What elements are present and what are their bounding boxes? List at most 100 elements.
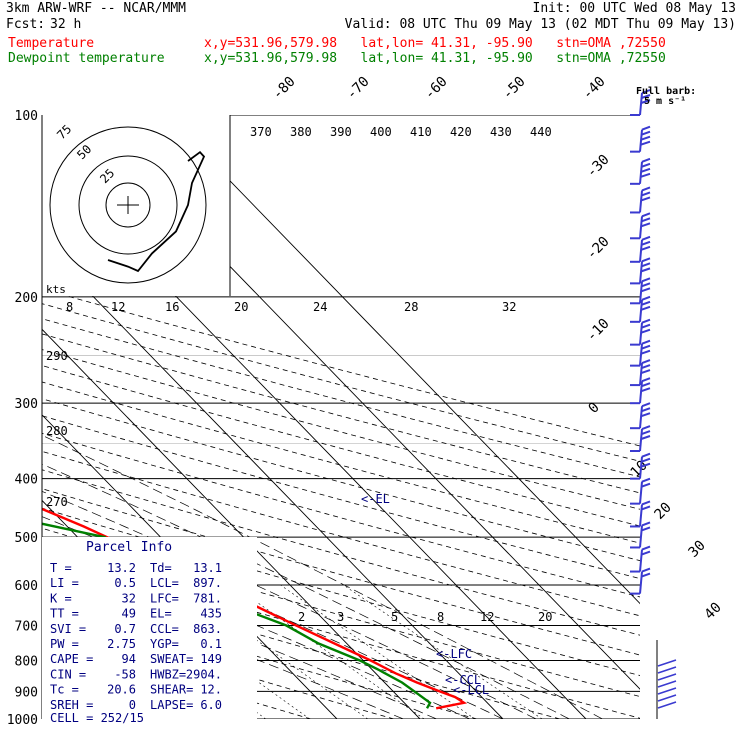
parcel-value: 20.6 — [107, 683, 136, 697]
moist-adiabat-line — [42, 434, 603, 719]
wind-barb-flag — [641, 339, 651, 345]
moist-adiabat-label: 8 — [66, 300, 73, 314]
parcel-value: 13.1 — [193, 561, 222, 575]
wind-barb — [630, 186, 651, 214]
wind-barb-flag — [640, 412, 651, 418]
isotherm-line — [42, 328, 421, 719]
wind-barb-flag — [640, 349, 651, 355]
pressure-tick-label: 700 — [15, 619, 38, 634]
mixing-ratio-label: 20 — [538, 610, 552, 624]
moist-adiabat-label: 32 — [502, 300, 516, 314]
isotherm-line — [0, 115, 5, 719]
wind-barb-low — [657, 701, 677, 709]
temperature-location: x,y=531.96,579.98 lat,lon= 41.31, -95.90… — [204, 36, 666, 51]
parcel-value: -58 — [114, 667, 136, 681]
temperature-legend: Temperature — [8, 36, 95, 51]
temperature-profile — [42, 507, 468, 710]
wind-barb-flag — [641, 94, 651, 99]
parcel-label: LCL= — [150, 576, 179, 590]
parcel-label: LAPSE= — [150, 698, 193, 712]
wind-barb-low — [657, 666, 677, 674]
wind-barb-flag — [641, 550, 651, 556]
wind-barb-flag — [640, 167, 651, 173]
wind-barb-flag — [641, 505, 651, 511]
wind-barb-flag — [641, 526, 651, 532]
wind-barb-flag — [640, 135, 651, 141]
wind-barb-flag — [641, 567, 651, 573]
wind-barb-flag — [641, 217, 651, 223]
wind-barb-flag — [641, 157, 651, 163]
wind-barb-staff — [639, 161, 643, 184]
wind-barb-staff — [639, 456, 643, 479]
hodograph-ring — [105, 182, 151, 228]
lfc-marker: <-LFC — [436, 647, 472, 661]
wind-barb-flag — [640, 196, 651, 202]
wind-barb — [630, 521, 651, 549]
wind-barb-flag — [640, 305, 651, 311]
ccl-marker: <-CCL — [445, 673, 481, 687]
wind-barb-flag — [641, 191, 651, 197]
pressure-tick-label: 500 — [15, 531, 38, 546]
wind-barbs — [630, 89, 677, 719]
wind-barb-staff — [639, 406, 643, 429]
wind-barb-flag — [640, 328, 651, 334]
parcel-label: SVI = — [50, 622, 86, 636]
parcel-value: 435 — [200, 607, 222, 621]
moist-adiabat-line — [42, 463, 570, 719]
pressure-tick-label: 100 — [15, 109, 38, 124]
barb-legend-title: Full barb: — [636, 86, 696, 97]
wind-barb-flag — [641, 282, 651, 288]
wind-barb-flag — [641, 262, 651, 268]
dewpoint-location: x,y=531.96,579.98 lat,lon= 41.31, -95.90… — [204, 51, 666, 66]
wind-barb-flag — [641, 212, 651, 218]
dry-adiabat-label: 280 — [46, 424, 68, 438]
wind-barb-flag — [641, 359, 651, 365]
isotherm-tick-label: -40 — [580, 74, 609, 103]
wind-barb-flag — [641, 240, 651, 246]
wind-barb — [630, 277, 651, 305]
parcel-value: 2.75 — [107, 637, 136, 651]
parcel-label: CIN = — [50, 667, 86, 681]
wind-barb — [630, 377, 651, 405]
wind-barb — [630, 425, 651, 453]
theta-e-label: 420 — [450, 125, 472, 139]
wind-barb-flag — [641, 500, 651, 506]
moist-adiabat-label: 24 — [313, 300, 327, 314]
wind-barb-low — [657, 680, 677, 688]
isotherm-tick-label: -60 — [422, 74, 451, 103]
wind-barb-staff — [639, 281, 643, 304]
barb-legend-value: 5 m s⁻¹ — [644, 96, 686, 107]
wind-barb-flag — [641, 186, 651, 192]
wind-barb-staff — [639, 322, 643, 345]
wind-barb — [630, 500, 651, 528]
wind-barb-flag — [641, 457, 651, 463]
isotherm-tick-label: -70 — [344, 74, 373, 103]
wind-barb-staff — [639, 381, 643, 404]
wind-barb-flag — [640, 287, 651, 293]
wind-barb-flag — [641, 407, 651, 413]
wind-barb-flag — [641, 452, 651, 458]
pressure-tick-label: 600 — [15, 579, 38, 594]
theta-e-label: 370 — [250, 125, 272, 139]
theta-e-label: 380 — [290, 125, 312, 139]
wind-barb-staff — [639, 504, 643, 527]
parcel-label: CCL= — [150, 622, 179, 636]
dry-adiabat-label: 290 — [46, 349, 68, 363]
wind-barb-flag — [641, 323, 651, 329]
parcel-label: CAPE = — [50, 652, 93, 666]
mixing-ratio-line — [179, 584, 369, 719]
parcel-label: PW = — [50, 637, 79, 651]
parcel-value: 94 — [122, 652, 136, 666]
mixing-ratio-label: 3 — [337, 610, 344, 624]
wind-barb-flag — [641, 295, 651, 301]
mixing-ratio-label: 2 — [298, 610, 305, 624]
wind-barb-flag — [641, 300, 651, 306]
isotherm-tick-label: 30 — [686, 538, 709, 561]
dry-adiabat-label: 270 — [46, 495, 68, 509]
dry-adiabat-line — [42, 591, 478, 719]
parcel-value: 863. — [193, 622, 222, 636]
parcel-value: 2904. — [186, 667, 222, 681]
wind-barb-flag — [640, 172, 651, 178]
wind-barb-staff — [639, 428, 643, 452]
wind-barb — [630, 402, 651, 430]
